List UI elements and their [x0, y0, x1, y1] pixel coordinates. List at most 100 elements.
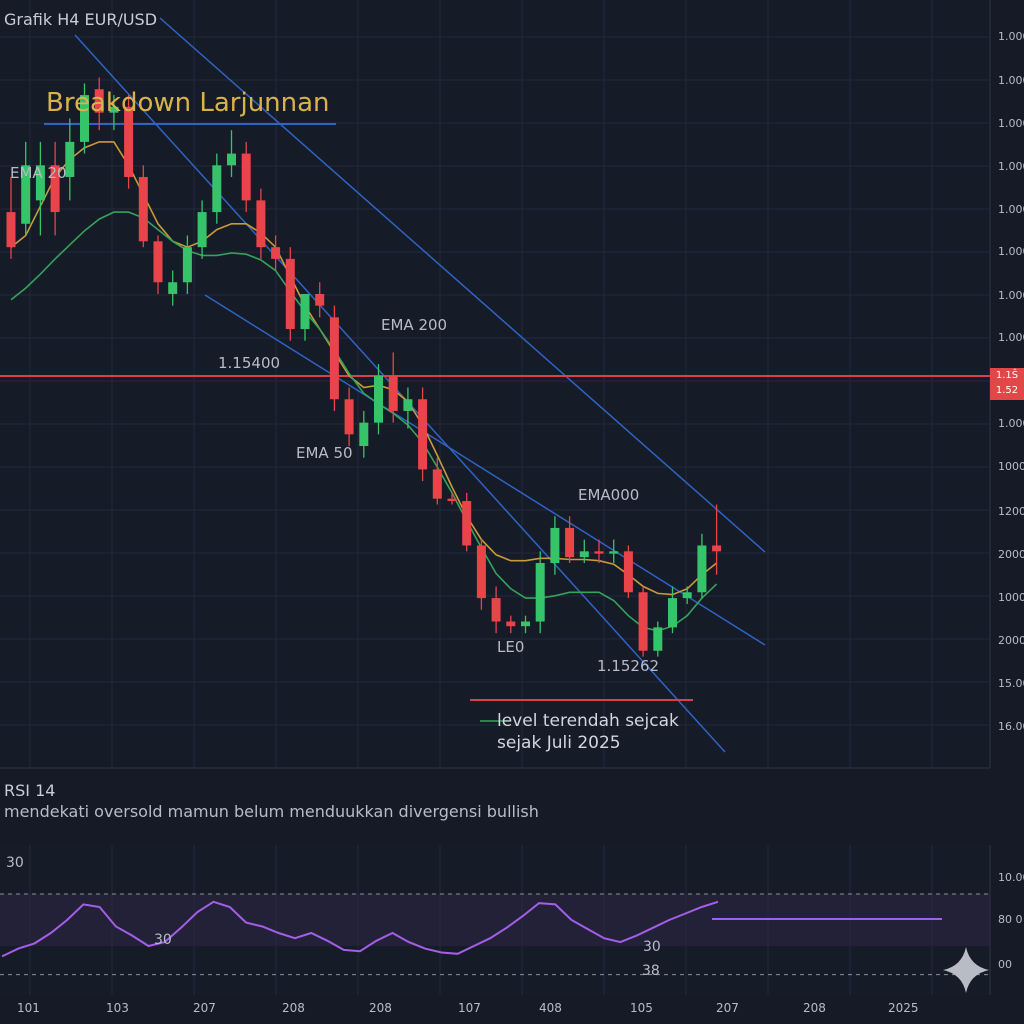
candle-body — [432, 469, 442, 499]
x-tick-label: 207 — [193, 1001, 216, 1015]
y-tick-label: 1.000 — [998, 160, 1024, 173]
x-tick-label: 207 — [716, 1001, 739, 1015]
y-tick-label: 1200 — [998, 505, 1024, 518]
y-tick-label: 1000 — [998, 591, 1024, 604]
x-tick-label: 208 — [803, 1001, 826, 1015]
candle-body — [476, 545, 486, 599]
candle-body — [668, 598, 677, 628]
candle-body — [50, 165, 60, 213]
candle-body — [374, 375, 383, 423]
candle-body — [697, 545, 707, 593]
annotation-line-1: level terendah sejcak — [497, 711, 679, 731]
candle-body — [653, 627, 663, 651]
x-tick-label: 103 — [106, 1001, 129, 1015]
low-annotation: level terendah sejcak sejak Juli 2025 — [497, 710, 679, 754]
candle-body — [315, 293, 325, 306]
rsi-axis-mid: 80 0 — [998, 913, 1023, 926]
lea-label: LE0 — [497, 638, 525, 656]
candle-body — [124, 106, 134, 177]
candle-body — [329, 317, 339, 400]
candle-body — [447, 498, 457, 502]
candle-body — [535, 563, 545, 622]
candle-body — [550, 527, 560, 564]
x-tick-label: 408 — [539, 1001, 562, 1015]
rsi-note: mendekati oversold mamun belum menduukka… — [4, 802, 539, 821]
candle-body — [271, 247, 281, 259]
candle-body — [491, 598, 501, 622]
y-tick-label: 1.000 — [998, 245, 1024, 258]
y-tick-label: 1.000 — [998, 74, 1024, 87]
candle-body — [462, 501, 472, 546]
candle-body — [256, 200, 266, 248]
candle-body — [241, 153, 251, 201]
y-tick-label: 1.000 — [998, 203, 1024, 216]
price-label-2: 1.15262 — [597, 657, 660, 675]
y-tick-label: 1.000 — [998, 30, 1024, 43]
annotation-line-2: sejak Juli 2025 — [497, 733, 621, 753]
candle-body — [300, 293, 310, 330]
candle-body — [21, 165, 31, 224]
x-tick-label: 208 — [282, 1001, 305, 1015]
price-panel — [0, 0, 990, 768]
candle-body — [168, 282, 178, 294]
price-tag-line-1: 1.1Ŝ — [995, 370, 1019, 381]
y-tick-label: 1.000 — [998, 289, 1024, 302]
x-tick-label: 105 — [630, 1001, 653, 1015]
candle-body — [285, 258, 295, 330]
channel-line-lower — [74, 34, 726, 753]
rsi-label-left: 30 — [6, 855, 24, 871]
chart-title: Grafik H4 EUR/USD — [4, 10, 158, 29]
candle-body — [138, 176, 148, 242]
rsi-line — [1, 900, 719, 958]
candle-body — [35, 165, 45, 201]
ema000-label: EMA000 — [578, 486, 640, 504]
x-tick-label: 2025 — [888, 1001, 919, 1015]
candle-body — [579, 551, 589, 558]
candle-body — [65, 141, 75, 177]
y-tick-label: 1000 — [998, 460, 1024, 473]
candle-body — [506, 621, 516, 627]
candle-body — [153, 241, 163, 283]
candle-body — [227, 153, 236, 166]
rsi-axis-top: 10.00 — [998, 871, 1024, 884]
rsi-axis-low: 00 — [998, 958, 1012, 971]
x-tick-label: 107 — [458, 1001, 481, 1015]
candle-body — [80, 95, 89, 142]
rsi-label-mid: 30 — [154, 932, 172, 948]
ema200-label: EMA 200 — [381, 316, 448, 334]
candle-body — [197, 212, 207, 248]
ema20-label: EMA 20 — [10, 164, 67, 182]
sparkle-icon — [943, 947, 989, 993]
y-tick-label: 15.00 — [998, 677, 1024, 690]
ema50-label: EMA 50 — [296, 444, 353, 462]
candle-body — [6, 212, 16, 248]
candle-body — [182, 247, 192, 283]
current-price-tag: 1.1Ŝ 1.52 — [990, 368, 1024, 400]
candle-body — [712, 545, 722, 552]
candle-body — [418, 399, 428, 470]
headline: Breakdown Larjunnan — [46, 88, 330, 118]
candle-body — [521, 621, 530, 627]
candle-body — [388, 375, 398, 411]
ema-line-2 — [10, 211, 718, 632]
price-label-1: 1.15400 — [218, 354, 281, 372]
x-tick-label: 208 — [369, 1001, 392, 1015]
candle-body — [682, 592, 692, 599]
channel-line-upper — [159, 17, 766, 553]
candle-body — [344, 399, 354, 435]
y-tick-label: 16.00 — [998, 720, 1024, 733]
y-tick-label: 1.000 — [998, 331, 1024, 344]
candle-body — [359, 422, 369, 447]
candle-body — [609, 551, 619, 554]
candle-body — [403, 399, 413, 411]
candle-body — [638, 592, 648, 651]
rsi-label-low-2: 38 — [642, 963, 660, 979]
y-tick-label: 1.000 — [998, 417, 1024, 430]
candle-body — [594, 551, 604, 554]
candle-body — [109, 106, 119, 113]
candle-body — [623, 551, 633, 593]
candle-body — [565, 527, 575, 558]
price-tag-line-2: 1.52 — [995, 385, 1019, 396]
candle-body — [212, 165, 222, 213]
